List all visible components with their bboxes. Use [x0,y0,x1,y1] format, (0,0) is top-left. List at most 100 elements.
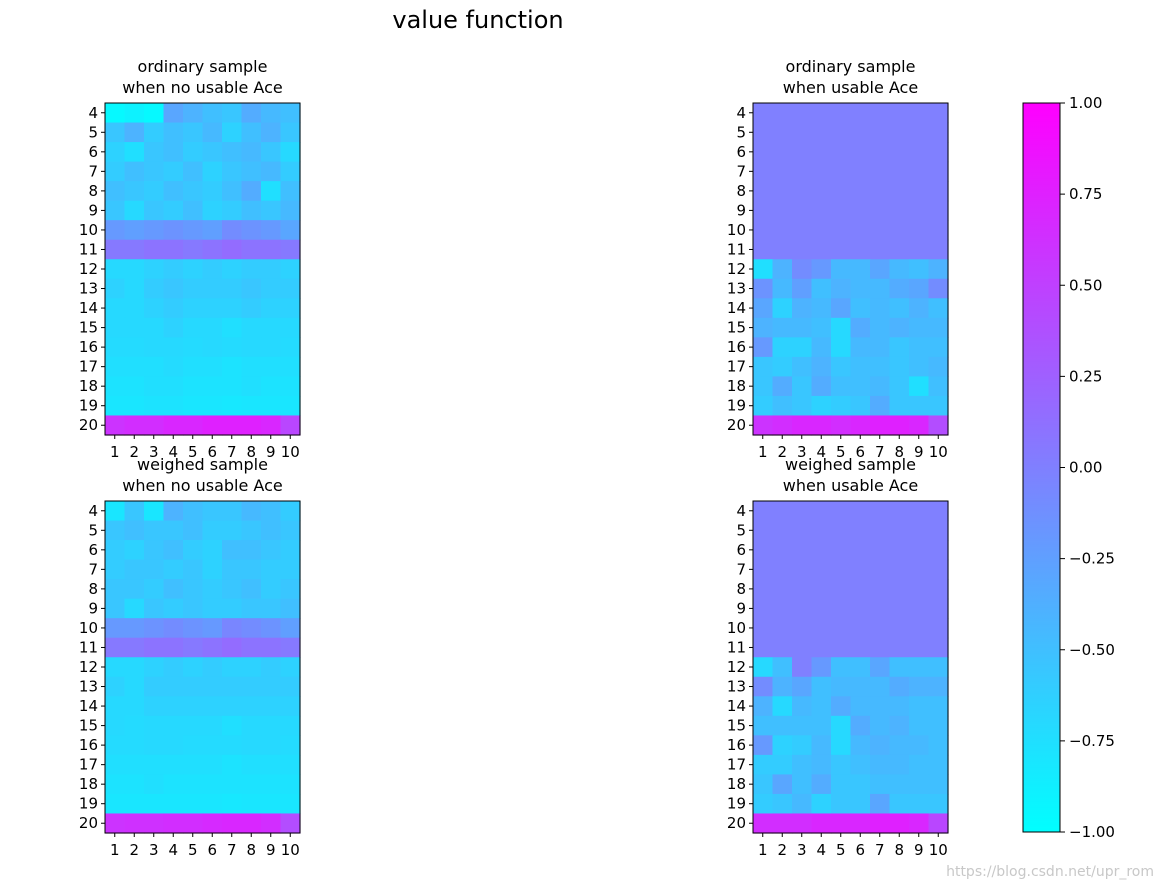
x-tick-label: 4 [816,443,826,461]
heatmap-cell [105,317,126,338]
x-tick-label: 8 [246,841,256,859]
heatmap-cell [889,298,910,319]
heatmap-cell [792,239,813,260]
heatmap-cell [105,122,126,143]
x-tick-label: 5 [836,841,846,859]
heatmap-cell [889,200,910,221]
heatmap-cell [124,142,145,163]
x-tick-label: 10 [281,841,300,859]
heatmap-cell [124,239,145,260]
heatmap-cell [202,793,223,815]
heatmap-cell [753,520,774,541]
heatmap-cell [222,122,243,143]
heatmap-cell [202,813,223,834]
heatmap-cell [753,103,774,124]
heatmap-cell [261,579,282,600]
heatmap-cell [202,317,223,338]
heatmap-cell [831,298,852,319]
heatmap-cell [909,161,930,182]
x-tick-label: 9 [914,443,924,461]
heatmap-cell [889,161,910,182]
panel-title-line-1: weighed sample [785,455,916,474]
heatmap-cell [928,220,949,241]
heatmap-cell [144,395,165,417]
heatmap-cell [928,200,949,221]
heatmap-cell [124,715,145,736]
x-tick-label: 3 [149,443,159,461]
heatmap-cell [753,161,774,182]
heatmap-cell [909,715,930,736]
heatmap-cell [870,520,891,541]
heatmap-cell [222,317,243,338]
heatmap-cell [870,259,891,280]
colorbar-tick-label: −1.00 [1069,823,1115,841]
heatmap-cell [222,676,243,697]
x-tick-label: 5 [188,443,198,461]
y-tick-label: 5 [88,123,98,141]
heatmap-cell [909,598,930,619]
heatmap-cell [202,395,223,417]
heatmap-cell [163,161,184,182]
heatmap-cell [105,735,126,756]
heatmap-cell [280,813,301,834]
heatmap-cell [772,356,793,378]
heatmap-cell [870,813,891,834]
panel-title-line-1: ordinary sample [786,57,916,76]
heatmap-cell [202,259,223,280]
heatmap-cell [280,200,301,221]
heatmap-cell [105,501,126,522]
heatmap-cell [241,298,262,319]
heatmap-cell [870,735,891,756]
heatmap-cell [870,298,891,319]
heatmap-cell [124,395,145,417]
heatmap-cell [850,637,871,658]
heatmap-cell [909,200,930,221]
colorbar-gradient [1022,102,1061,833]
heatmap-cell [831,793,852,815]
heatmap-cell [202,676,223,697]
heatmap-cell [870,356,891,378]
heatmap-cell [202,200,223,221]
heatmap-cell [889,813,910,834]
heatmap-cell [261,754,282,776]
heatmap-cell [124,520,145,541]
heatmap-cell [811,161,832,182]
colorbar-tick-label: 1.00 [1069,94,1102,112]
x-tick-label: 4 [816,841,826,859]
heatmap-cell [202,103,223,124]
heatmap-cell [163,598,184,619]
heatmap-cell [792,735,813,756]
heatmap-cell [753,676,774,697]
heatmap-cell [753,754,774,776]
heatmap-cell [241,637,262,658]
heatmap-cell [889,317,910,338]
heatmap-cell [772,278,793,299]
heatmap-cell [105,142,126,163]
heatmap-cell [280,696,301,717]
heatmap-cell [792,161,813,182]
x-tick-label: 10 [281,443,300,461]
heatmap-cell [183,103,204,124]
x-tick-label: 7 [875,443,885,461]
heatmap-cell [909,122,930,143]
heatmap-cell [222,793,243,815]
heatmap-cell [928,618,949,639]
heatmap-cell [792,200,813,221]
heatmap-cell [909,376,930,397]
heatmap-cell [163,754,184,776]
heatmap-cell [889,356,910,378]
heatmap-cell [163,540,184,561]
heatmap-cell [889,637,910,658]
heatmap-cell [850,618,871,639]
heatmap-cell [183,376,204,397]
heatmap-cell [261,793,282,815]
heatmap-cell [889,676,910,697]
heatmap-cell [831,540,852,561]
heatmap-cell [183,754,204,776]
heatmap-cell [928,122,949,143]
heatmap-cell [280,501,301,522]
heatmap-cell [753,637,774,658]
heatmap-cell [772,559,793,580]
heatmap-cell [124,317,145,338]
heatmap-cell [811,501,832,522]
